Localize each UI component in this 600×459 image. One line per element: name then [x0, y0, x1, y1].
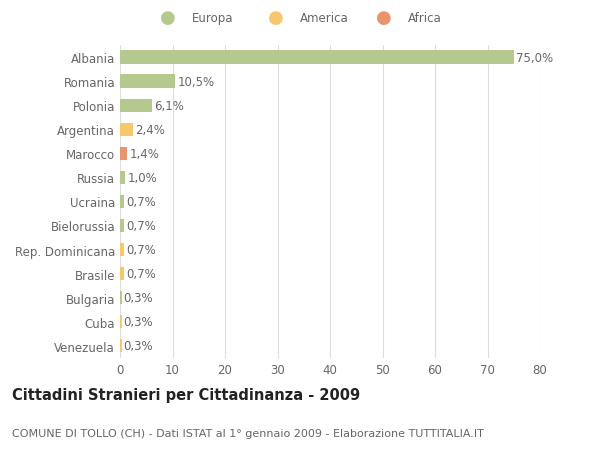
- Text: 6,1%: 6,1%: [154, 100, 184, 112]
- Bar: [120, 196, 124, 208]
- Text: 0,3%: 0,3%: [124, 315, 154, 329]
- Text: America: America: [300, 12, 349, 25]
- Text: ●: ●: [376, 9, 392, 28]
- Bar: [120, 51, 514, 65]
- Bar: [120, 171, 125, 185]
- Text: COMUNE DI TOLLO (CH) - Dati ISTAT al 1° gennaio 2009 - Elaborazione TUTTITALIA.I: COMUNE DI TOLLO (CH) - Dati ISTAT al 1° …: [12, 428, 484, 438]
- Text: 0,7%: 0,7%: [126, 219, 155, 232]
- Bar: [120, 219, 124, 233]
- Bar: [120, 268, 124, 280]
- Text: ●: ●: [268, 9, 284, 28]
- Text: Africa: Africa: [408, 12, 442, 25]
- Text: 10,5%: 10,5%: [177, 75, 214, 89]
- Bar: [120, 99, 152, 112]
- Bar: [120, 315, 122, 329]
- Text: 0,7%: 0,7%: [126, 196, 155, 208]
- Bar: [120, 147, 127, 161]
- Text: 1,4%: 1,4%: [130, 147, 160, 161]
- Bar: [120, 243, 124, 257]
- Text: 0,3%: 0,3%: [124, 340, 154, 353]
- Text: 2,4%: 2,4%: [134, 123, 164, 136]
- Text: Cittadini Stranieri per Cittadinanza - 2009: Cittadini Stranieri per Cittadinanza - 2…: [12, 387, 360, 403]
- Text: 75,0%: 75,0%: [516, 51, 553, 64]
- Bar: [120, 123, 133, 136]
- Text: ●: ●: [160, 9, 176, 28]
- Text: 1,0%: 1,0%: [127, 172, 157, 185]
- Bar: [120, 75, 175, 89]
- Bar: [120, 339, 122, 353]
- Text: 0,3%: 0,3%: [124, 291, 154, 304]
- Text: 0,7%: 0,7%: [126, 268, 155, 280]
- Bar: [120, 291, 122, 305]
- Text: Europa: Europa: [192, 12, 233, 25]
- Text: 0,7%: 0,7%: [126, 243, 155, 257]
